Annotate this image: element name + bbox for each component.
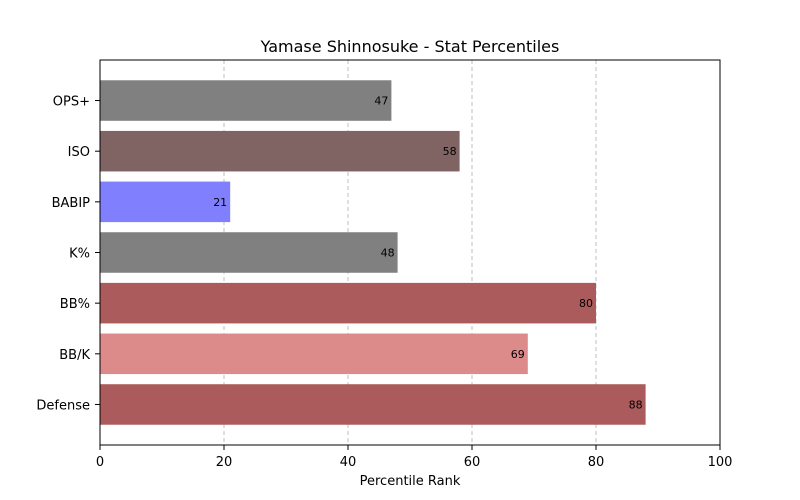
data-label: 48	[381, 247, 395, 260]
data-label: 69	[511, 348, 525, 361]
y-tick-label: OPS+	[53, 95, 90, 110]
data-label: 88	[629, 398, 643, 411]
data-label: 80	[579, 297, 593, 310]
data-label: 47	[374, 95, 388, 108]
data-label: 58	[443, 145, 457, 158]
bars	[100, 80, 646, 425]
bar	[100, 282, 596, 324]
data-label: 21	[213, 196, 227, 209]
bar	[100, 333, 528, 375]
chart-title: Yamase Shinnosuke - Stat Percentiles	[260, 37, 560, 56]
y-axis: OPS+ ISO BABIP K% BB% BB/K Defense	[36, 95, 100, 413]
y-tick-label: BB/K	[59, 348, 90, 363]
bar	[100, 384, 646, 425]
y-tick-label: ISO	[68, 145, 90, 160]
bar	[100, 80, 392, 121]
y-tick-label: Defense	[36, 398, 90, 413]
x-tick-label: 60	[464, 455, 481, 470]
bar	[100, 181, 231, 223]
x-axis-label: Percentile Rank	[360, 474, 461, 489]
x-tick-label: 80	[588, 455, 605, 470]
y-tick-label: K%	[69, 247, 90, 262]
bar	[100, 130, 460, 172]
x-tick-label: 100	[708, 455, 733, 470]
bar	[100, 232, 398, 273]
y-tick-label: BB%	[60, 297, 90, 312]
x-axis: 0 20 40 60 80 100	[96, 445, 733, 470]
x-tick-label: 20	[216, 455, 233, 470]
data-labels: 47 58 21 48 80 69 88	[213, 95, 642, 412]
x-tick-label: 40	[340, 455, 357, 470]
y-tick-label: BABIP	[52, 196, 91, 211]
x-tick-label: 0	[96, 455, 104, 470]
